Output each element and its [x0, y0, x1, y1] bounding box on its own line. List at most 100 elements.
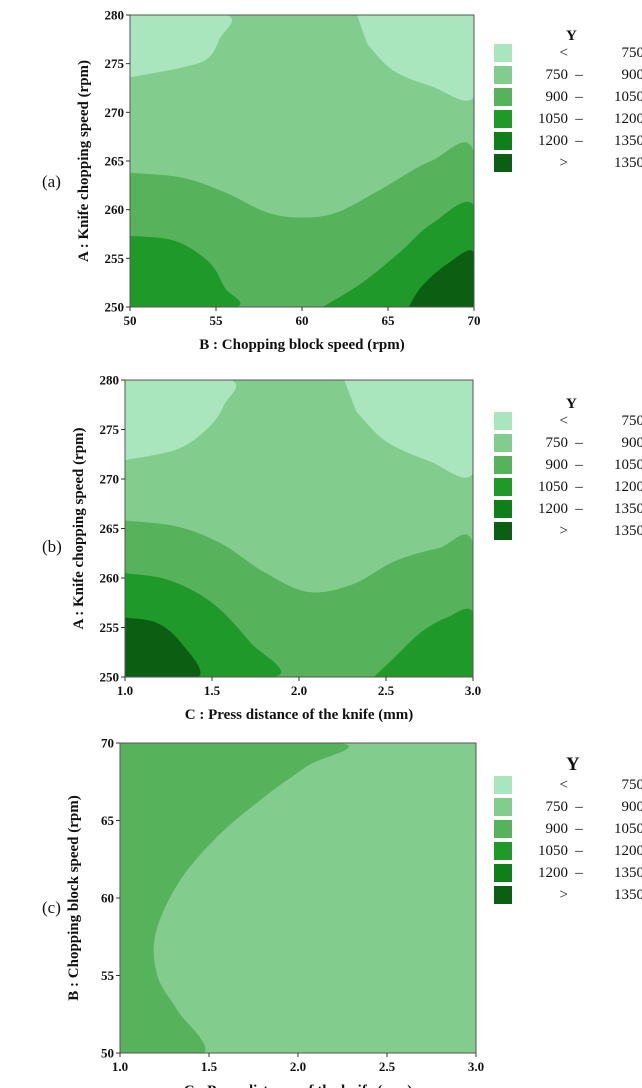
x-tick-label-b: 1.5	[204, 683, 221, 698]
x-tick-label-b: 1.0	[117, 683, 133, 698]
x-tick-label-a: 65	[382, 313, 396, 328]
x-axis-title-a: B : Chopping block speed (rpm)	[199, 337, 404, 353]
contour-region-a-5	[408, 250, 474, 307]
legend-high-value: 750	[621, 777, 642, 793]
legend-high-value: 750	[621, 413, 642, 429]
legend-high-value: 900	[621, 67, 642, 83]
x-tick-label-c: 2.5	[379, 1059, 396, 1074]
legend-entry-b: 1200– 1350	[494, 500, 642, 518]
legend-dash: –	[575, 133, 583, 149]
x-tick-label-a: 55	[210, 313, 224, 328]
legend-entry-c: <750	[494, 776, 642, 794]
legend-high-value: 750	[621, 45, 642, 61]
legend-dash: –	[575, 89, 583, 105]
legend-low-value: <	[559, 413, 568, 429]
y-tick-label-b: 280	[100, 373, 120, 388]
legend-high-value: 1050	[614, 457, 642, 473]
legend-low-value: 1200	[538, 865, 568, 881]
panel-label-a: (a)	[42, 172, 61, 191]
x-tick-label-c: 3.0	[468, 1059, 484, 1074]
legend-high-value: 1050	[614, 89, 642, 105]
legend-dash: –	[575, 843, 583, 859]
legend-entry-a: 1050– 1200	[494, 110, 642, 128]
legend-entry-b: <750	[494, 412, 642, 430]
legend-swatch	[494, 132, 512, 150]
x-axis-title-b: C : Press distance of the knife (mm)	[185, 707, 413, 723]
legend-swatch	[494, 412, 512, 430]
legend-entry-c: 750– 900	[494, 798, 642, 816]
legend-swatch	[494, 886, 512, 904]
legend-high-value: 1350	[614, 865, 642, 881]
legend-title-a: Y	[566, 28, 577, 44]
legend-swatch	[494, 44, 512, 62]
legend-low-value: 1050	[538, 479, 568, 495]
legend-swatch	[494, 478, 512, 496]
legend-swatch	[494, 434, 512, 452]
contour-plot-a: 50 55 60 65 70 250 255 260 265 270 275 280 B : Chopp…	[76, 8, 481, 354]
legend-entry-a: <750	[494, 44, 642, 62]
legend-entry-c: >1350	[494, 886, 642, 904]
legend-entry-c: 1200– 1350	[494, 864, 642, 882]
legend-dash: –	[575, 821, 583, 837]
legend-low-value: >	[559, 155, 568, 171]
chart-panel-b: (b) 1.0 1.5 2.0 2.5 3.0 250 255 260 265 270 275 280…	[0, 365, 642, 730]
legend-high-value: 1200	[614, 843, 642, 859]
legend-high-value: 1200	[614, 479, 642, 495]
x-tick-label-c: 1.0	[112, 1059, 128, 1074]
contour-region-b-1	[344, 380, 473, 478]
y-tick-label-b: 270	[100, 472, 120, 487]
y-tick-label-a: 255	[105, 251, 125, 266]
y-tick-label-a: 250	[105, 300, 125, 315]
x-tick-label-c: 1.5	[201, 1059, 218, 1074]
legend-entry-a: >1350	[494, 154, 642, 172]
chart-panel-a: (a) 50 55 60 65 70 250 255 260 265 270 275 280 B : C…	[0, 0, 642, 362]
legend-low-value: >	[559, 523, 568, 539]
y-tick-label-c: 55	[101, 968, 115, 983]
y-tick-label-b: 260	[100, 571, 120, 586]
legend-low-value: 1050	[538, 111, 568, 127]
y-tick-label-a: 270	[105, 105, 125, 120]
contour-region-a-1	[357, 15, 474, 101]
contour-region-b-0	[125, 380, 237, 461]
legend-swatch	[494, 110, 512, 128]
contour-plot-c: 1.0 1.5 2.0 2.5 3.0 50 55 60 65 70 C : Press dista…	[66, 736, 484, 1088]
legend-low-value: 1050	[538, 843, 568, 859]
legend-dash: –	[575, 799, 583, 815]
panel-label-c: (c)	[42, 898, 61, 917]
y-axis-title-b: A : Knife chopping speed (rpm)	[71, 427, 87, 629]
y-tick-label-b: 275	[100, 422, 120, 437]
legend-low-value: 1200	[538, 133, 568, 149]
contour-region-c-0	[120, 743, 349, 1053]
y-tick-label-b: 250	[100, 670, 120, 685]
legend-low-value: <	[559, 45, 568, 61]
legend-entry-a: 1200– 1350	[494, 132, 642, 150]
x-tick-label-b: 3.0	[465, 683, 481, 698]
legend-title-b: Y	[566, 396, 577, 412]
legend-high-value: 1350	[614, 133, 642, 149]
legend-entry-c: 900– 1050	[494, 820, 642, 838]
legend-swatch	[494, 66, 512, 84]
legend-low-value: >	[559, 887, 568, 903]
legend-entry-c: 1050– 1200	[494, 842, 642, 860]
legend-entry-b: 750– 900	[494, 434, 642, 452]
legend-dash: –	[575, 457, 583, 473]
panel-label-b: (b)	[42, 537, 62, 556]
legend-dash: –	[575, 501, 583, 517]
legend-high-value: 1350	[614, 887, 642, 903]
legend-swatch	[494, 864, 512, 882]
legend-dash: –	[575, 865, 583, 881]
legend-high-value: 1050	[614, 821, 642, 837]
legend-low-value: <	[559, 777, 568, 793]
legend-dash: –	[575, 111, 583, 127]
legend-low-value: 750	[545, 67, 569, 83]
legend-swatch	[494, 154, 512, 172]
chart-panel-c: (c) 1.0 1.5 2.0 2.5 3.0 50 55 60 65 70 C : Press d…	[0, 730, 642, 1088]
y-tick-label-a: 265	[105, 154, 125, 169]
x-tick-label-a: 60	[296, 313, 309, 328]
legend-high-value: 1350	[614, 523, 642, 539]
legend-high-value: 900	[621, 799, 642, 815]
legend-dash: –	[575, 435, 583, 451]
legend-low-value: 900	[545, 821, 569, 837]
legend-entry-a: 750– 900	[494, 66, 642, 84]
legend-low-value: 900	[545, 89, 569, 105]
